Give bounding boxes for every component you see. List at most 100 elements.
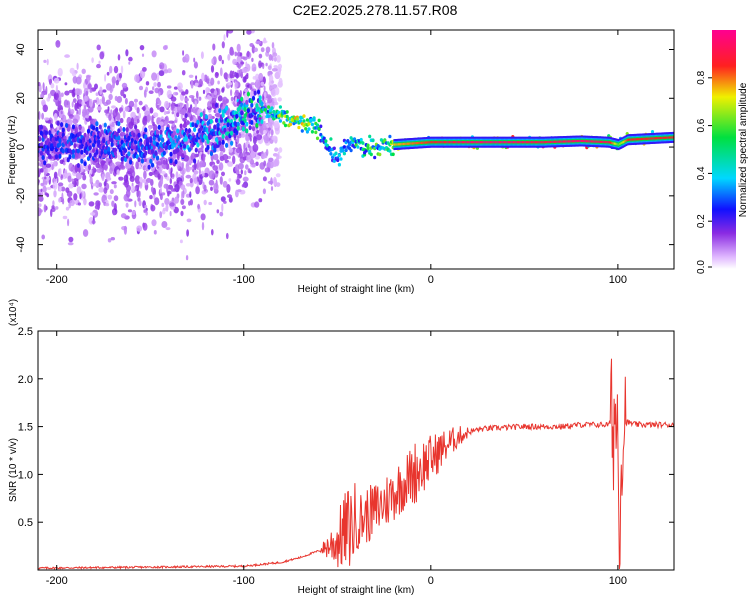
spectrogram-noise [198, 78, 203, 86]
spectrogram-noise [157, 173, 161, 180]
x-tick-label: -100 [233, 274, 255, 286]
spectrogram-noise [47, 93, 52, 99]
spectrogram-noise [62, 161, 66, 166]
spectrogram-noise [118, 107, 124, 112]
spectrogram-noise [41, 112, 44, 120]
spectrogram-band [285, 110, 289, 114]
spectrogram-noise [278, 77, 283, 86]
y-tick-label: 1.5 [18, 422, 33, 434]
spectrogram-noise [181, 108, 186, 115]
spectrogram-noise [163, 69, 169, 74]
spectrogram-noise [151, 50, 157, 58]
spectrogram-noise [134, 200, 137, 208]
spectrogram-band [117, 135, 121, 141]
spectrogram-band [137, 157, 141, 163]
spectrogram-noise [143, 89, 147, 98]
spectrogram-noise [272, 160, 277, 167]
spectrogram-noise [159, 211, 163, 219]
spectrogram-noise [252, 76, 257, 80]
spectrogram-noise [217, 80, 220, 85]
spectrogram-noise [115, 79, 120, 86]
spectrogram-noise [120, 65, 124, 74]
spectrogram-band [140, 158, 144, 164]
spectrogram-noise [205, 87, 210, 94]
spectrogram-band [213, 147, 217, 153]
spectrogram-noise [120, 213, 127, 219]
spectrogram-noise [267, 65, 272, 71]
spectrogram-noise [142, 165, 147, 171]
spectrogram-noise [230, 89, 233, 97]
spectrogram-noise [244, 170, 247, 176]
spectrogram-noise [189, 177, 193, 184]
spectrogram-noise [239, 151, 244, 159]
spectrogram-band [253, 90, 257, 96]
spectrogram-band [378, 152, 382, 157]
spectrogram-noise [185, 89, 189, 95]
spectrogram-noise [53, 113, 58, 121]
spectrogram-noise [270, 186, 274, 191]
spectrogram-band [186, 120, 190, 126]
spectrogram-noise [81, 183, 87, 190]
spectrogram-noise [83, 81, 86, 90]
spectrogram-noise [226, 232, 229, 240]
spectrogram-noise [202, 153, 206, 163]
spectrogram-band [39, 150, 44, 156]
spectrogram-noise [164, 198, 170, 206]
spectrogram-noise [180, 198, 185, 205]
spectrogram-band [302, 114, 306, 118]
spectrogram-noise [103, 187, 108, 194]
spectrogram-noise [251, 57, 254, 63]
spectrogram-noise [60, 186, 66, 192]
spectrogram-noise [218, 162, 224, 171]
spectrogram-band [120, 163, 124, 169]
spectrogram-noise [244, 89, 249, 93]
spectrogram-noise [201, 144, 204, 149]
spectrogram-noise [96, 63, 101, 69]
spectrogram-band [260, 119, 264, 125]
spectrogram-noise [169, 178, 172, 185]
spectrogram-noise [115, 161, 122, 166]
spectrogram-noise [91, 183, 98, 187]
spectrogram-noise [148, 90, 154, 94]
y-tick-label: -20 [15, 188, 27, 204]
spectrogram-band [123, 148, 128, 154]
spectrogram-noise [144, 106, 150, 112]
spectrogram-noise [144, 182, 149, 186]
spectrogram-noise [136, 107, 140, 114]
spectrogram-noise [109, 162, 116, 172]
spectrogram-noise [168, 102, 171, 108]
spectrogram-noise [273, 97, 277, 103]
spectrogram-noise [156, 104, 160, 110]
spectrogram-noise [112, 109, 118, 118]
spectrogram-band [174, 159, 178, 165]
spectrogram-noise [74, 88, 81, 96]
spectrogram-noise [197, 148, 204, 152]
spectrogram-band [110, 138, 114, 143]
spectrogram-noise [208, 179, 215, 186]
spectrogram-noise [222, 180, 228, 188]
spectrogram-noise [193, 57, 196, 63]
spectrogram-noise [95, 179, 100, 189]
spectrogram-band [169, 151, 173, 157]
spectrogram-band [283, 123, 288, 128]
spectrogram-noise [151, 114, 154, 124]
spectrogram-band [209, 151, 213, 157]
spectrogram-band [162, 150, 166, 156]
spectrogram-noise [235, 89, 239, 94]
spectrogram-noise [250, 82, 255, 86]
spectrogram-band [329, 152, 333, 156]
spectrogram-noise [53, 190, 57, 198]
spectrogram-noise [38, 162, 41, 166]
spectrogram-noise [255, 40, 261, 45]
spectrogram-band [256, 89, 261, 95]
spectrogram-noise [132, 116, 139, 125]
spectrogram-band [187, 128, 192, 134]
spectrogram-noise [175, 171, 179, 179]
spectrogram-noise [99, 51, 105, 60]
spectrogram-noise [135, 161, 139, 170]
spectrogram-band [248, 125, 252, 131]
spectrogram-noise [254, 201, 260, 208]
y-tick-label: 2.5 [18, 326, 33, 338]
spectrogram-noise [125, 202, 129, 208]
